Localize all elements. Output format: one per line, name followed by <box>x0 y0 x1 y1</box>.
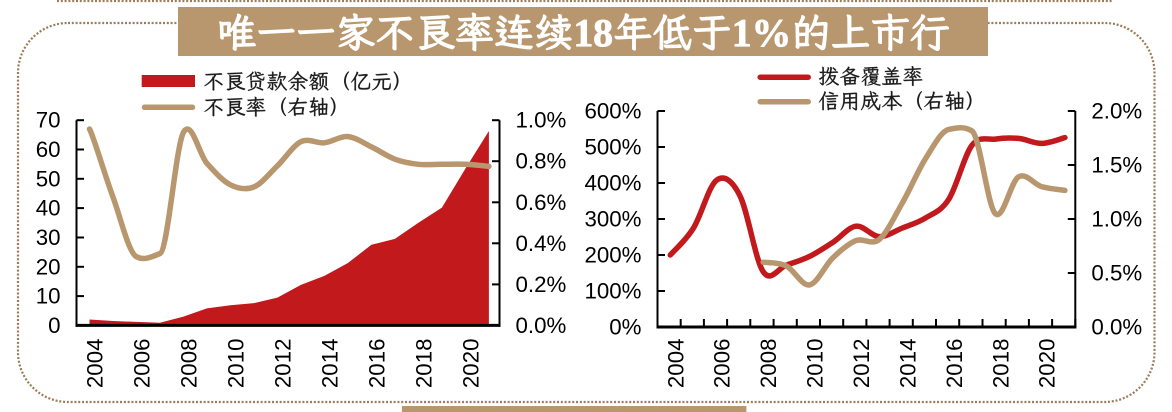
svg-text:0: 0 <box>48 313 60 338</box>
svg-text:10: 10 <box>36 284 61 309</box>
svg-text:400%: 400% <box>584 171 641 196</box>
svg-text:2008: 2008 <box>176 339 201 389</box>
svg-text:2014: 2014 <box>895 339 920 389</box>
svg-text:0.0%: 0.0% <box>516 313 567 338</box>
svg-text:0.0%: 0.0% <box>1091 315 1142 340</box>
svg-text:2018: 2018 <box>411 339 436 389</box>
svg-text:500%: 500% <box>584 135 641 160</box>
svg-text:2014: 2014 <box>317 339 342 389</box>
svg-text:1.5%: 1.5% <box>1091 153 1142 178</box>
svg-text:2016: 2016 <box>942 339 967 389</box>
svg-text:2.0%: 2.0% <box>1091 99 1142 124</box>
svg-text:2020: 2020 <box>1035 339 1060 389</box>
svg-text:40: 40 <box>36 196 61 221</box>
svg-text:200%: 200% <box>584 243 641 268</box>
svg-text:60: 60 <box>36 137 61 162</box>
svg-text:2006: 2006 <box>129 339 154 389</box>
svg-text:0.2%: 0.2% <box>516 272 567 297</box>
svg-text:2004: 2004 <box>663 339 688 389</box>
svg-text:2008: 2008 <box>756 339 781 389</box>
svg-text:20: 20 <box>36 254 61 279</box>
svg-text:2012: 2012 <box>270 339 295 389</box>
svg-text:2006: 2006 <box>710 339 735 389</box>
svg-text:300%: 300% <box>584 207 641 232</box>
svg-text:1.0%: 1.0% <box>1091 207 1142 232</box>
svg-text:100%: 100% <box>584 279 641 304</box>
svg-text:50: 50 <box>36 166 61 191</box>
svg-text:70: 70 <box>36 108 61 133</box>
svg-text:2020: 2020 <box>458 339 483 389</box>
svg-text:2004: 2004 <box>83 339 108 389</box>
svg-text:0.8%: 0.8% <box>516 149 567 174</box>
svg-text:30: 30 <box>36 225 61 250</box>
svg-text:1.0%: 1.0% <box>516 108 567 133</box>
svg-text:0.6%: 0.6% <box>516 190 567 215</box>
svg-text:2016: 2016 <box>364 339 389 389</box>
svg-text:600%: 600% <box>584 99 641 124</box>
svg-text:2010: 2010 <box>223 339 248 389</box>
svg-text:2010: 2010 <box>803 339 828 389</box>
svg-text:0.5%: 0.5% <box>1091 261 1142 286</box>
svg-text:0%: 0% <box>609 315 641 340</box>
svg-text:2012: 2012 <box>849 339 874 389</box>
svg-text:0.4%: 0.4% <box>516 231 567 256</box>
svg-text:2018: 2018 <box>988 339 1013 389</box>
